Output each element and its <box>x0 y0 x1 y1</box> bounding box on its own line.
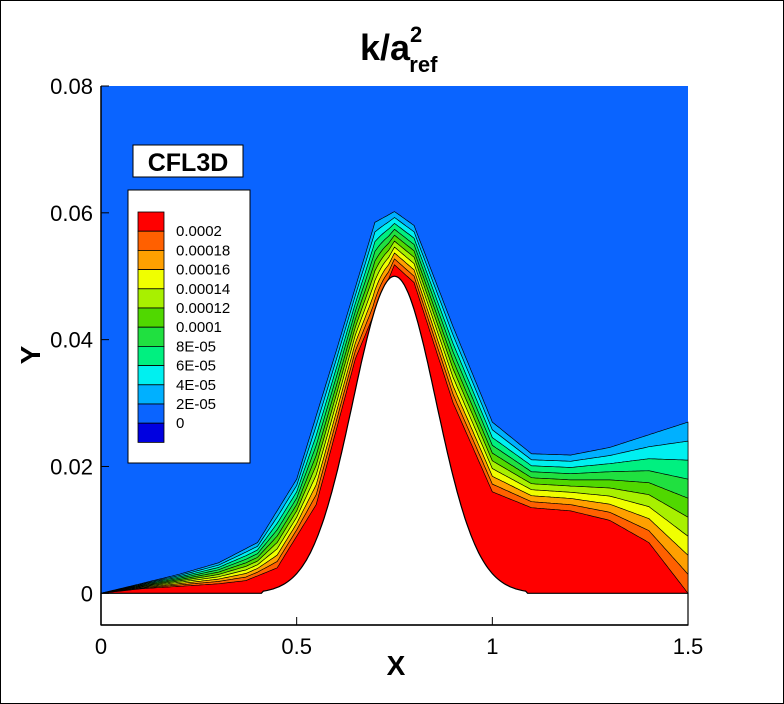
x-tick-label: 0.5 <box>281 634 312 659</box>
legend: 0.0002 0.00018 0.00016 0.00014 0.00012 0.0001… <box>127 189 251 464</box>
y-tick-label: 0.02 <box>50 454 93 479</box>
annotation-text: CFL3D <box>148 149 229 177</box>
legend-label: 0.0001 <box>176 319 222 336</box>
title-main: k/a <box>360 27 411 68</box>
legend-swatch <box>137 288 165 309</box>
legend-label: 0.00018 <box>176 242 230 259</box>
plot-area <box>100 86 689 626</box>
x-tick-label: 1 <box>486 634 498 659</box>
y-tick-label: 0.08 <box>50 74 93 99</box>
y-ticks: 0 0.02 0.04 0.06 0.08 <box>50 74 109 606</box>
legend-label: 8E-05 <box>176 338 216 355</box>
legend-label: 0.00016 <box>176 262 230 279</box>
legend-label: 4E-05 <box>176 377 216 394</box>
legend-label: 6E-05 <box>176 358 216 375</box>
contour-bands <box>100 211 689 594</box>
wall-body <box>100 275 689 626</box>
x-tick-label: 1.5 <box>673 634 704 659</box>
x-ticks: 0 0.5 1 1.5 <box>95 617 703 659</box>
chart-title: k/a2 ref <box>360 22 438 77</box>
title-superscript: 2 <box>410 22 422 47</box>
y-axis-label: Y <box>15 345 46 364</box>
x-tick-label: 0 <box>95 634 107 659</box>
legend-swatch <box>137 403 165 424</box>
legend-swatch <box>137 269 165 290</box>
legend-swatch <box>137 422 165 443</box>
legend-label: 0.00012 <box>176 300 230 317</box>
title-subscript: ref <box>409 52 438 77</box>
axes: 0 0.5 1 1.5 0 0.02 0.04 0.06 0.08 X Y <box>15 74 703 681</box>
legend-swatch <box>137 326 165 347</box>
legend-label: 0 <box>176 415 184 432</box>
annotation-frame <box>132 144 244 178</box>
y-tick-label: 0.06 <box>50 201 93 226</box>
legend-swatch <box>137 365 165 386</box>
legend-swatch <box>137 384 165 405</box>
legend-swatch <box>137 211 165 232</box>
x-axis-label: X <box>387 650 406 681</box>
annotation-box: CFL3D <box>132 144 244 178</box>
y-tick-label: 0 <box>81 581 93 606</box>
legend-colorbar <box>137 211 165 443</box>
y-tick-label: 0.04 <box>50 328 93 353</box>
legend-label: 0.00014 <box>176 281 230 298</box>
legend-swatch <box>137 230 165 251</box>
legend-swatch <box>137 307 165 328</box>
legend-swatch <box>137 249 165 270</box>
legend-swatch <box>137 345 165 366</box>
legend-labels: 0.0002 0.00018 0.00016 0.00014 0.00012 0.0001… <box>176 223 230 432</box>
legend-label: 0.0002 <box>176 223 222 240</box>
legend-label: 2E-05 <box>176 396 216 413</box>
